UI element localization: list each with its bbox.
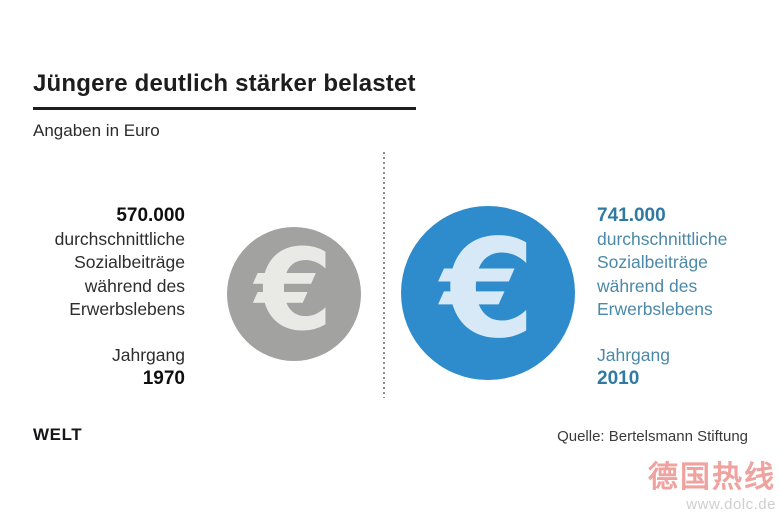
stat-desc-line: durchschnittliche [597,228,728,249]
stat-desc-line: Erwerbslebens [597,299,713,319]
spacer [0,322,185,344]
stat-desc-line: während des [84,275,185,296]
watermark-url: www.dolc.de [686,496,776,513]
welt-logo: WELT [33,425,83,444]
page-title: Jüngere deutlich stärker belastet [33,70,416,110]
spacer [597,322,777,344]
stat-desc-line: Erwerbslebens [69,299,185,319]
watermark: 德国热线 www.dolc.de [648,460,776,513]
stat-desc-line: während des [597,275,698,296]
stat-desc-line: Sozialbeiträge [74,252,185,272]
source-credit: Quelle: Bertelsmann Stiftung [557,428,748,445]
cohort-label-2010: Jahrgang [597,344,670,365]
stat-block-2010: 741.000 durchschnittliche Sozialbeiträge… [597,204,777,391]
watermark-text: 德国热线 [648,461,776,494]
euro-coin-2010: € [401,206,575,380]
euro-icon: € [255,226,333,356]
cohort-year-1970: 1970 [142,368,185,389]
stat-block-1970: 570.000 durchschnittliche Sozialbeiträge… [0,204,185,391]
stat-desc-line: durchschnittliche [54,228,185,249]
euro-icon: € [440,211,536,369]
stat-desc-line: Sozialbeiträge [597,252,708,272]
euro-coin-1970: € [227,227,361,361]
subtitle-units: Angaben in Euro [33,121,160,140]
cohort-label-1970: Jahrgang [112,344,185,365]
dotted-divider [383,152,385,398]
stat-value-1970: 570.000 [116,205,185,226]
cohort-year-2010: 2010 [597,368,640,389]
stat-value-2010: 741.000 [597,205,666,226]
